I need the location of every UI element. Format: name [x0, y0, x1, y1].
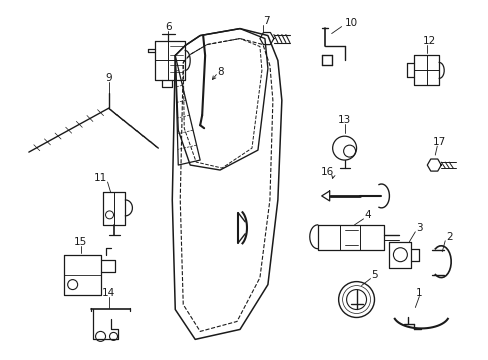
Text: 14: 14 [102, 288, 115, 298]
Text: 4: 4 [364, 210, 370, 220]
Text: 1: 1 [415, 288, 422, 298]
Text: 11: 11 [94, 173, 107, 183]
Text: 15: 15 [74, 237, 87, 247]
Text: 3: 3 [415, 223, 422, 233]
Text: 2: 2 [445, 232, 451, 242]
Text: 13: 13 [337, 115, 350, 125]
Text: 10: 10 [345, 18, 357, 28]
Text: 7: 7 [263, 15, 270, 26]
Text: 8: 8 [216, 67, 223, 77]
Text: 16: 16 [321, 167, 334, 177]
Text: 9: 9 [105, 73, 112, 84]
Text: 17: 17 [432, 137, 445, 147]
Text: 6: 6 [164, 22, 171, 32]
Text: 12: 12 [422, 36, 435, 46]
Text: 5: 5 [370, 270, 377, 280]
